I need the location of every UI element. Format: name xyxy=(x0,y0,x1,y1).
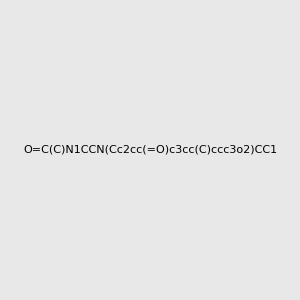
Text: O=C(C)N1CCN(Cc2cc(=O)c3cc(C)ccc3o2)CC1: O=C(C)N1CCN(Cc2cc(=O)c3cc(C)ccc3o2)CC1 xyxy=(23,145,277,155)
